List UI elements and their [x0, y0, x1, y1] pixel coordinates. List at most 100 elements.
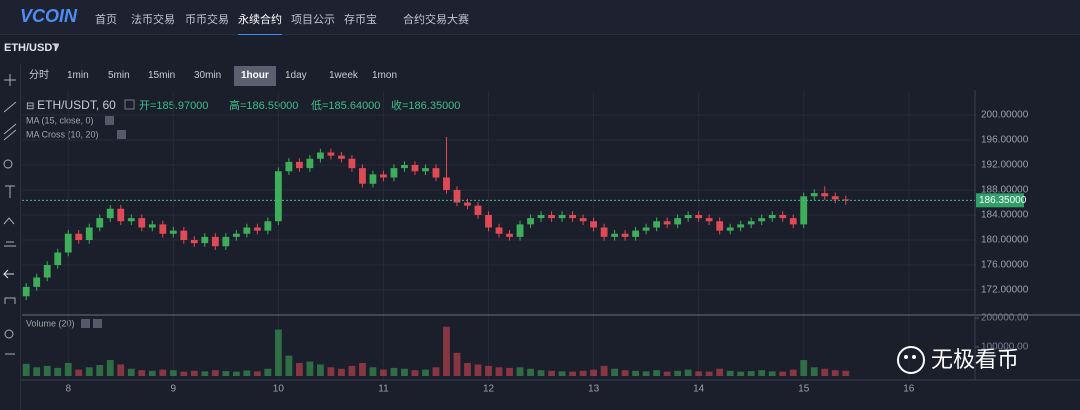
- candle-body: [432, 168, 440, 178]
- ma-label: MA (15, close, 0): [26, 115, 94, 125]
- candle-body: [810, 193, 818, 197]
- legend-close: 收=186.35000: [391, 98, 460, 112]
- volume-bar: [579, 370, 587, 376]
- watermark: 无极看币: [897, 346, 1019, 374]
- interval-button[interactable]: 1mon: [372, 70, 398, 81]
- volume-bar: [159, 369, 167, 376]
- candle-body: [285, 161, 293, 172]
- volume-bar: [316, 364, 324, 376]
- volume-bar: [96, 364, 104, 376]
- interval-button[interactable]: 5min: [108, 70, 130, 81]
- volume-bar: [285, 355, 293, 376]
- volume-bar: [495, 367, 503, 376]
- candle-body: [359, 168, 366, 184]
- last-price-label: 186.35000: [979, 195, 1027, 206]
- candle-body: [737, 224, 745, 228]
- y-tick-label: 184.00000: [981, 210, 1029, 221]
- volume-bar: [22, 363, 30, 376]
- candle-body: [758, 218, 766, 222]
- candle-body: [327, 152, 335, 156]
- volume-bar: [705, 371, 713, 376]
- tool-icons[interactable]: [0, 64, 20, 384]
- interval-button[interactable]: 分时: [29, 70, 49, 81]
- volume-bar: [831, 370, 839, 376]
- nav-item[interactable]: 存币宝: [344, 14, 377, 26]
- candle-body: [401, 165, 408, 169]
- legend-high: 高=186.59000: [229, 98, 298, 112]
- volume-bar: [443, 326, 450, 376]
- candle-body: [537, 215, 545, 219]
- volume-bar: [211, 370, 219, 376]
- volume-bar: [33, 367, 41, 376]
- volume-bar: [695, 371, 703, 376]
- volume-bar: [148, 370, 156, 376]
- y-tick-label: 172.00000: [981, 285, 1029, 296]
- candle-body: [821, 193, 829, 197]
- volume-label: Volume (20): [26, 318, 75, 328]
- legend-pair: ETH/USDT, 60: [37, 98, 116, 112]
- interval-button[interactable]: 1week: [329, 70, 358, 81]
- logo[interactable]: VCOIN: [20, 6, 78, 26]
- nav-item[interactable]: 永续合约: [238, 11, 282, 36]
- candle-body: [264, 221, 272, 231]
- volume-bar: [548, 370, 555, 376]
- nav-item[interactable]: 法币交易: [131, 14, 175, 26]
- candle-body: [495, 227, 503, 234]
- candle-body: [316, 152, 324, 159]
- volume-bar: [369, 367, 377, 376]
- volume-bar: [201, 371, 209, 376]
- candle-body: [390, 168, 398, 178]
- candle-body: [485, 215, 492, 228]
- volume-bar: [464, 362, 471, 376]
- volume-bar: [359, 362, 366, 376]
- candle-body: [169, 230, 177, 234]
- candle-body: [306, 158, 314, 169]
- candle-body: [600, 227, 608, 237]
- volume-bar: [716, 368, 724, 376]
- volume-bar: [663, 371, 671, 376]
- candle-body: [695, 215, 703, 219]
- volume-bar: [621, 370, 629, 376]
- candle-body: [590, 221, 598, 228]
- candle-body: [232, 233, 240, 237]
- candle-body: [148, 224, 156, 228]
- candle-body: [506, 233, 513, 237]
- interval-button[interactable]: 1hour: [234, 66, 276, 86]
- pair-bar: ETH/USDT ▼: [0, 35, 1080, 61]
- nav-item[interactable]: 合约交易大赛: [403, 14, 469, 26]
- interval-button[interactable]: 1day: [285, 70, 307, 81]
- volume-tick-label: 200000.00: [981, 313, 1029, 324]
- volume-bar: [684, 369, 692, 376]
- volume-bar: [789, 369, 797, 376]
- candle-body: [705, 218, 713, 222]
- interval-button[interactable]: 15min: [148, 70, 176, 81]
- volume-bar: [432, 367, 440, 376]
- candle-body: [253, 227, 261, 231]
- candle-body: [674, 218, 682, 225]
- y-tick-label: 180.00000: [981, 235, 1029, 246]
- interval-button[interactable]: 30min: [194, 70, 222, 81]
- volume-bar: [117, 364, 125, 376]
- volume-bar: [485, 365, 492, 376]
- volume-bar: [821, 368, 829, 376]
- interval-button[interactable]: 1min: [67, 70, 89, 81]
- candle-body: [684, 215, 692, 219]
- volume-bar: [642, 371, 650, 376]
- candle-body: [453, 190, 461, 203]
- candle-body: [474, 205, 482, 215]
- volume-bar: [85, 367, 93, 376]
- nav-item[interactable]: 项目公示: [291, 14, 335, 26]
- candle-body: [747, 221, 755, 225]
- candle-body: [779, 215, 787, 219]
- nav-item[interactable]: 币币交易: [185, 14, 229, 26]
- volume-bar: [169, 370, 177, 376]
- volume-bar: [537, 370, 545, 376]
- candle-body: [842, 199, 850, 201]
- nav-item[interactable]: 首页: [95, 14, 117, 26]
- volume-bar: [138, 370, 146, 376]
- candle-body: [348, 158, 356, 169]
- pair-selector[interactable]: ETH/USDT: [4, 42, 59, 54]
- x-tick-label: 16: [903, 384, 915, 395]
- ma-cross-label: MA Cross (10, 20): [26, 129, 99, 139]
- candle-body: [579, 218, 587, 222]
